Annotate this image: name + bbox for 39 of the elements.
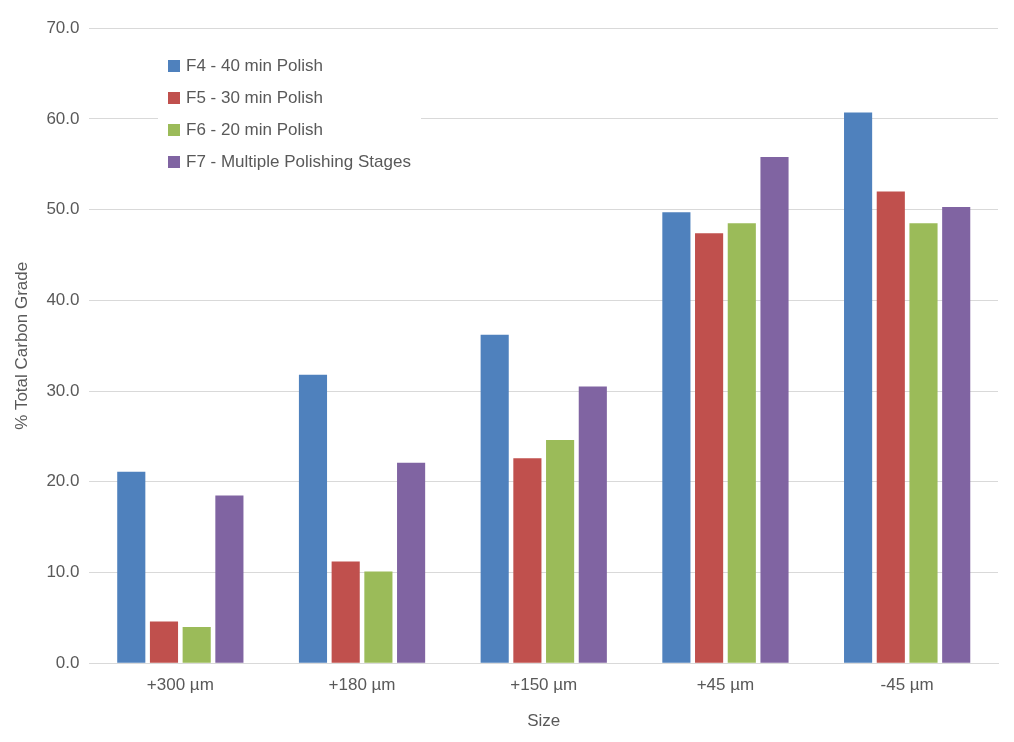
y-tick-label: 70.0 xyxy=(46,17,80,37)
bar xyxy=(298,374,328,663)
bar xyxy=(844,112,873,663)
x-tick-label: +180 µm xyxy=(328,675,396,695)
y-tick-label: 50.0 xyxy=(46,199,80,219)
bar xyxy=(662,212,691,663)
legend-label: F5 - 30 min Polish xyxy=(186,88,323,108)
bar xyxy=(695,233,724,663)
legend-label: F6 - 20 min Polish xyxy=(186,120,323,140)
legend-label: F7 - Multiple Polishing Stages xyxy=(186,152,411,172)
y-tick-label: 20.0 xyxy=(46,471,80,491)
x-tick-label: -45 µm xyxy=(880,675,934,695)
bar xyxy=(942,206,971,663)
bar xyxy=(727,223,756,663)
bar xyxy=(182,626,211,663)
y-tick-label: 30.0 xyxy=(46,380,80,400)
x-tick-label: +300 µm xyxy=(146,675,214,695)
bar xyxy=(480,334,509,663)
bar xyxy=(117,471,146,663)
legend-label: F4 - 40 min Polish xyxy=(186,56,323,76)
y-axis-title: % Total Carbon Grade xyxy=(11,261,31,430)
bar xyxy=(149,621,179,663)
bar xyxy=(331,561,360,663)
x-axis-title: Size xyxy=(527,711,561,731)
bar xyxy=(578,386,607,663)
x-tick-label: +45 µm xyxy=(696,675,755,695)
y-tick-label: 10.0 xyxy=(46,562,80,582)
bar xyxy=(876,191,905,663)
y-tick-label: 60.0 xyxy=(46,108,80,128)
bar xyxy=(364,571,393,663)
bar xyxy=(215,495,244,663)
y-tick-label: 40.0 xyxy=(46,290,80,310)
bar xyxy=(397,462,426,663)
x-tick-label: +150 µm xyxy=(510,675,578,695)
bar xyxy=(909,223,938,663)
bar xyxy=(546,440,575,663)
y-tick-label: 0.0 xyxy=(55,652,80,672)
bar xyxy=(760,157,789,663)
bar xyxy=(513,458,542,663)
